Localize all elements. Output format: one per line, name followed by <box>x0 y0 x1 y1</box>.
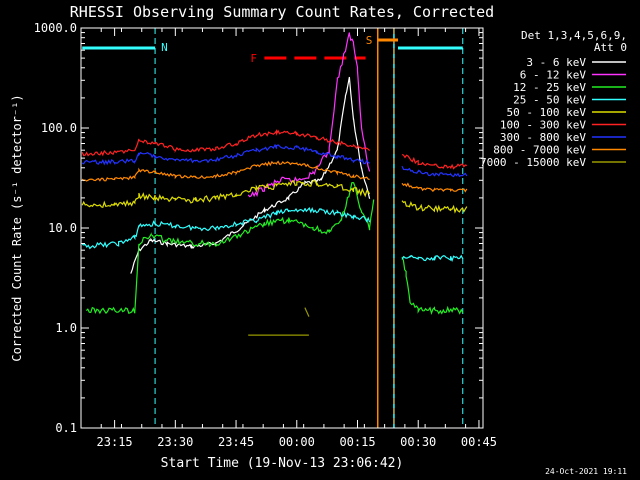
series-line-after-saa <box>401 256 464 316</box>
x-tick-label: 00:00 <box>279 435 315 449</box>
series-6-12keV <box>247 32 371 198</box>
legend-label: 50 - 100 keV <box>507 106 587 119</box>
legend-label: 100 - 300 keV <box>500 119 586 132</box>
y-tick-label: 100.0 <box>41 121 77 135</box>
series-300-800keV <box>81 143 468 178</box>
x-tick-label: 23:45 <box>218 435 254 449</box>
series-line-after-saa <box>401 200 468 214</box>
x-tick-label: 23:15 <box>97 435 133 449</box>
series-100-300keV <box>81 128 467 170</box>
series-12-25keV <box>85 182 464 316</box>
legend-label: 6 - 12 keV <box>520 69 587 82</box>
series-7000-15000keV <box>248 307 310 336</box>
series-line <box>81 143 370 166</box>
series-line-after-saa <box>401 153 467 170</box>
x-tick-label: 23:30 <box>157 435 193 449</box>
legend-header-line-1: Det 1,3,4,5,6,9, <box>521 29 627 42</box>
x-tick-label: 00:15 <box>339 435 375 449</box>
series-line-after-saa <box>401 165 468 178</box>
plot-area: N F S <box>81 28 468 428</box>
y-tick-label: 1.0 <box>55 321 77 335</box>
legend-label: 3 - 6 keV <box>526 56 586 69</box>
series-line <box>85 182 375 315</box>
series-800-7000keV <box>81 160 468 193</box>
legend-label: 800 - 7000 keV <box>493 144 586 157</box>
legend-header-line-2: Att 0 <box>594 41 627 54</box>
series-50-100keV <box>81 179 468 214</box>
y-tick-label: 0.1 <box>55 421 77 435</box>
footer-date: 24-Oct-2021 19:11 <box>545 467 627 476</box>
y-tick-label: 10.0 <box>48 221 77 235</box>
series-line <box>81 160 370 182</box>
night-label: N <box>161 41 168 54</box>
legend-label: 300 - 800 keV <box>500 131 586 144</box>
series-line <box>81 179 371 209</box>
series-25-50keV <box>82 206 464 263</box>
series-line-after-saa <box>304 307 310 317</box>
legend-label: 12 - 25 keV <box>513 81 586 94</box>
legend-label: 7000 - 15000 keV <box>480 156 586 169</box>
series-line <box>81 128 371 157</box>
x-tick-label: 00:30 <box>400 435 436 449</box>
y-tick-label: 1000.0 <box>34 21 77 35</box>
series-line <box>82 206 371 250</box>
x-axis-label: Start Time (19-Nov-13 23:06:42) <box>161 456 404 471</box>
series-line-after-saa <box>401 254 464 263</box>
legend-label: 25 - 50 keV <box>513 94 586 107</box>
x-axis: 23:15 23:30 23:45 00:00 00:15 00:30 00:45 <box>97 28 497 449</box>
flare-label: F <box>250 52 257 65</box>
chart-title: RHESSI Observing Summary Count Rates, Co… <box>70 3 494 21</box>
series-line-after-saa <box>401 182 468 193</box>
x-tick-label: 00:45 <box>461 435 497 449</box>
y-axis-label: Corrected Count Rate (s⁻¹ detector⁻¹) <box>10 94 24 361</box>
y-axis: 0.1 1.0 10.0 100.0 1000.0 <box>34 21 483 435</box>
saa-label: S <box>366 34 373 47</box>
series-line <box>247 32 371 198</box>
